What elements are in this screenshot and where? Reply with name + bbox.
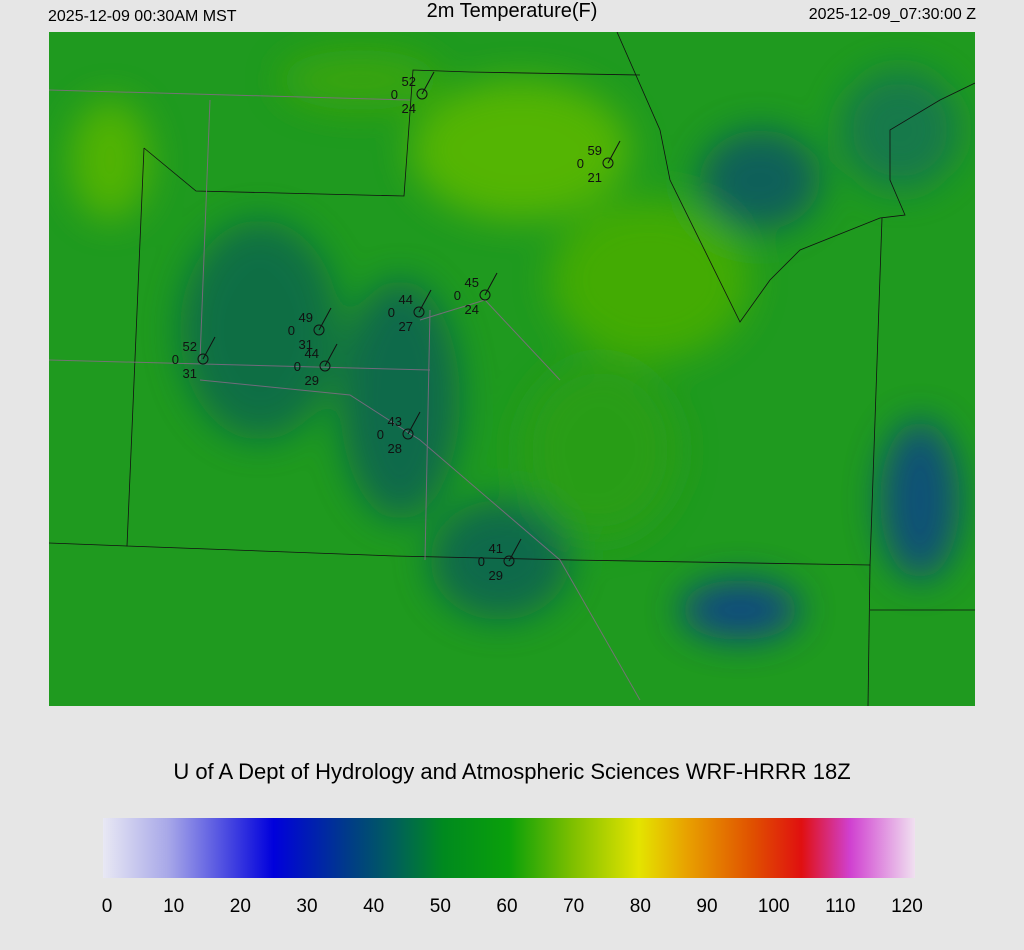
colorbar-tick-label: 120 (891, 896, 923, 917)
station-circle (197, 353, 209, 365)
station-wind: 0 (454, 288, 461, 303)
station-circle (402, 428, 414, 440)
colorbar-tick-label: 40 (363, 896, 384, 917)
station-circle (313, 324, 325, 336)
station-dew: 29 (305, 373, 319, 388)
station-temp: 44 (305, 346, 319, 361)
station-circle (479, 289, 491, 301)
station-dew: 31 (183, 366, 197, 381)
station-temp: 41 (489, 541, 503, 556)
wind-barb (508, 538, 522, 562)
station-temp: 52 (402, 74, 416, 89)
station-dew: 24 (402, 101, 416, 116)
station-wind: 0 (577, 156, 584, 171)
wind-barb (202, 336, 216, 360)
colorbar-tick-label: 20 (230, 896, 251, 917)
colorbar-tick-label: 110 (825, 896, 855, 917)
station-dew: 31 (299, 337, 313, 352)
valid-time-local: 2025-12-09 00:30AM MST (48, 8, 237, 25)
station-circle (319, 360, 331, 372)
station-circle (602, 157, 614, 169)
colorbar-tick-label: 60 (496, 896, 517, 917)
station-wind: 0 (377, 427, 384, 442)
station-temp: 52 (183, 339, 197, 354)
colorbar-tick-label: 10 (163, 896, 184, 917)
map (49, 32, 975, 706)
colorbar-tick-label: 0 (102, 896, 113, 917)
station-wind: 0 (172, 352, 179, 367)
wind-barb (318, 307, 332, 331)
station-circle (416, 88, 428, 100)
colorbar-tick-label: 80 (630, 896, 651, 917)
wind-barb (484, 272, 498, 296)
colorbar (103, 818, 915, 878)
station-temp: 49 (299, 310, 313, 325)
station-temp: 43 (388, 414, 402, 429)
wind-barb (607, 140, 621, 164)
station-wind: 0 (391, 87, 398, 102)
colorbar-tick-label: 50 (430, 896, 451, 917)
station-plots: 5202459021450244402749031440295203143028… (172, 71, 621, 583)
station-wind: 0 (388, 305, 395, 320)
wind-barb (418, 289, 432, 313)
colorbar-ticks: 0 10 20 30 40 50 60 70 80 90 100 110 120 (102, 896, 923, 917)
title: 2m Temperature(F) (427, 0, 598, 22)
station-dew: 27 (399, 319, 413, 334)
station-temp: 44 (399, 292, 413, 307)
station-temp: 59 (588, 143, 602, 158)
station-wind: 0 (288, 323, 295, 338)
station-temp: 45 (465, 275, 479, 290)
station-circle (503, 555, 515, 567)
station-circle (413, 306, 425, 318)
station-dew: 21 (588, 170, 602, 185)
station-dew: 28 (388, 441, 402, 456)
wind-barb (407, 411, 421, 435)
station-dew: 24 (465, 302, 479, 317)
valid-time-utc: 2025-12-09_07:30:00 Z (809, 6, 976, 23)
credit: U of A Dept of Hydrology and Atmospheric… (173, 759, 850, 784)
colorbar-tick-label: 30 (296, 896, 317, 917)
wind-barb (324, 343, 338, 367)
colorbar-tick-label: 90 (696, 896, 717, 917)
wind-barb (421, 71, 435, 95)
colorbar-tick-label: 70 (563, 896, 584, 917)
station-wind: 0 (294, 359, 301, 374)
station-dew: 29 (489, 568, 503, 583)
station-wind: 0 (478, 554, 485, 569)
colorbar-tick-label: 100 (758, 896, 790, 917)
